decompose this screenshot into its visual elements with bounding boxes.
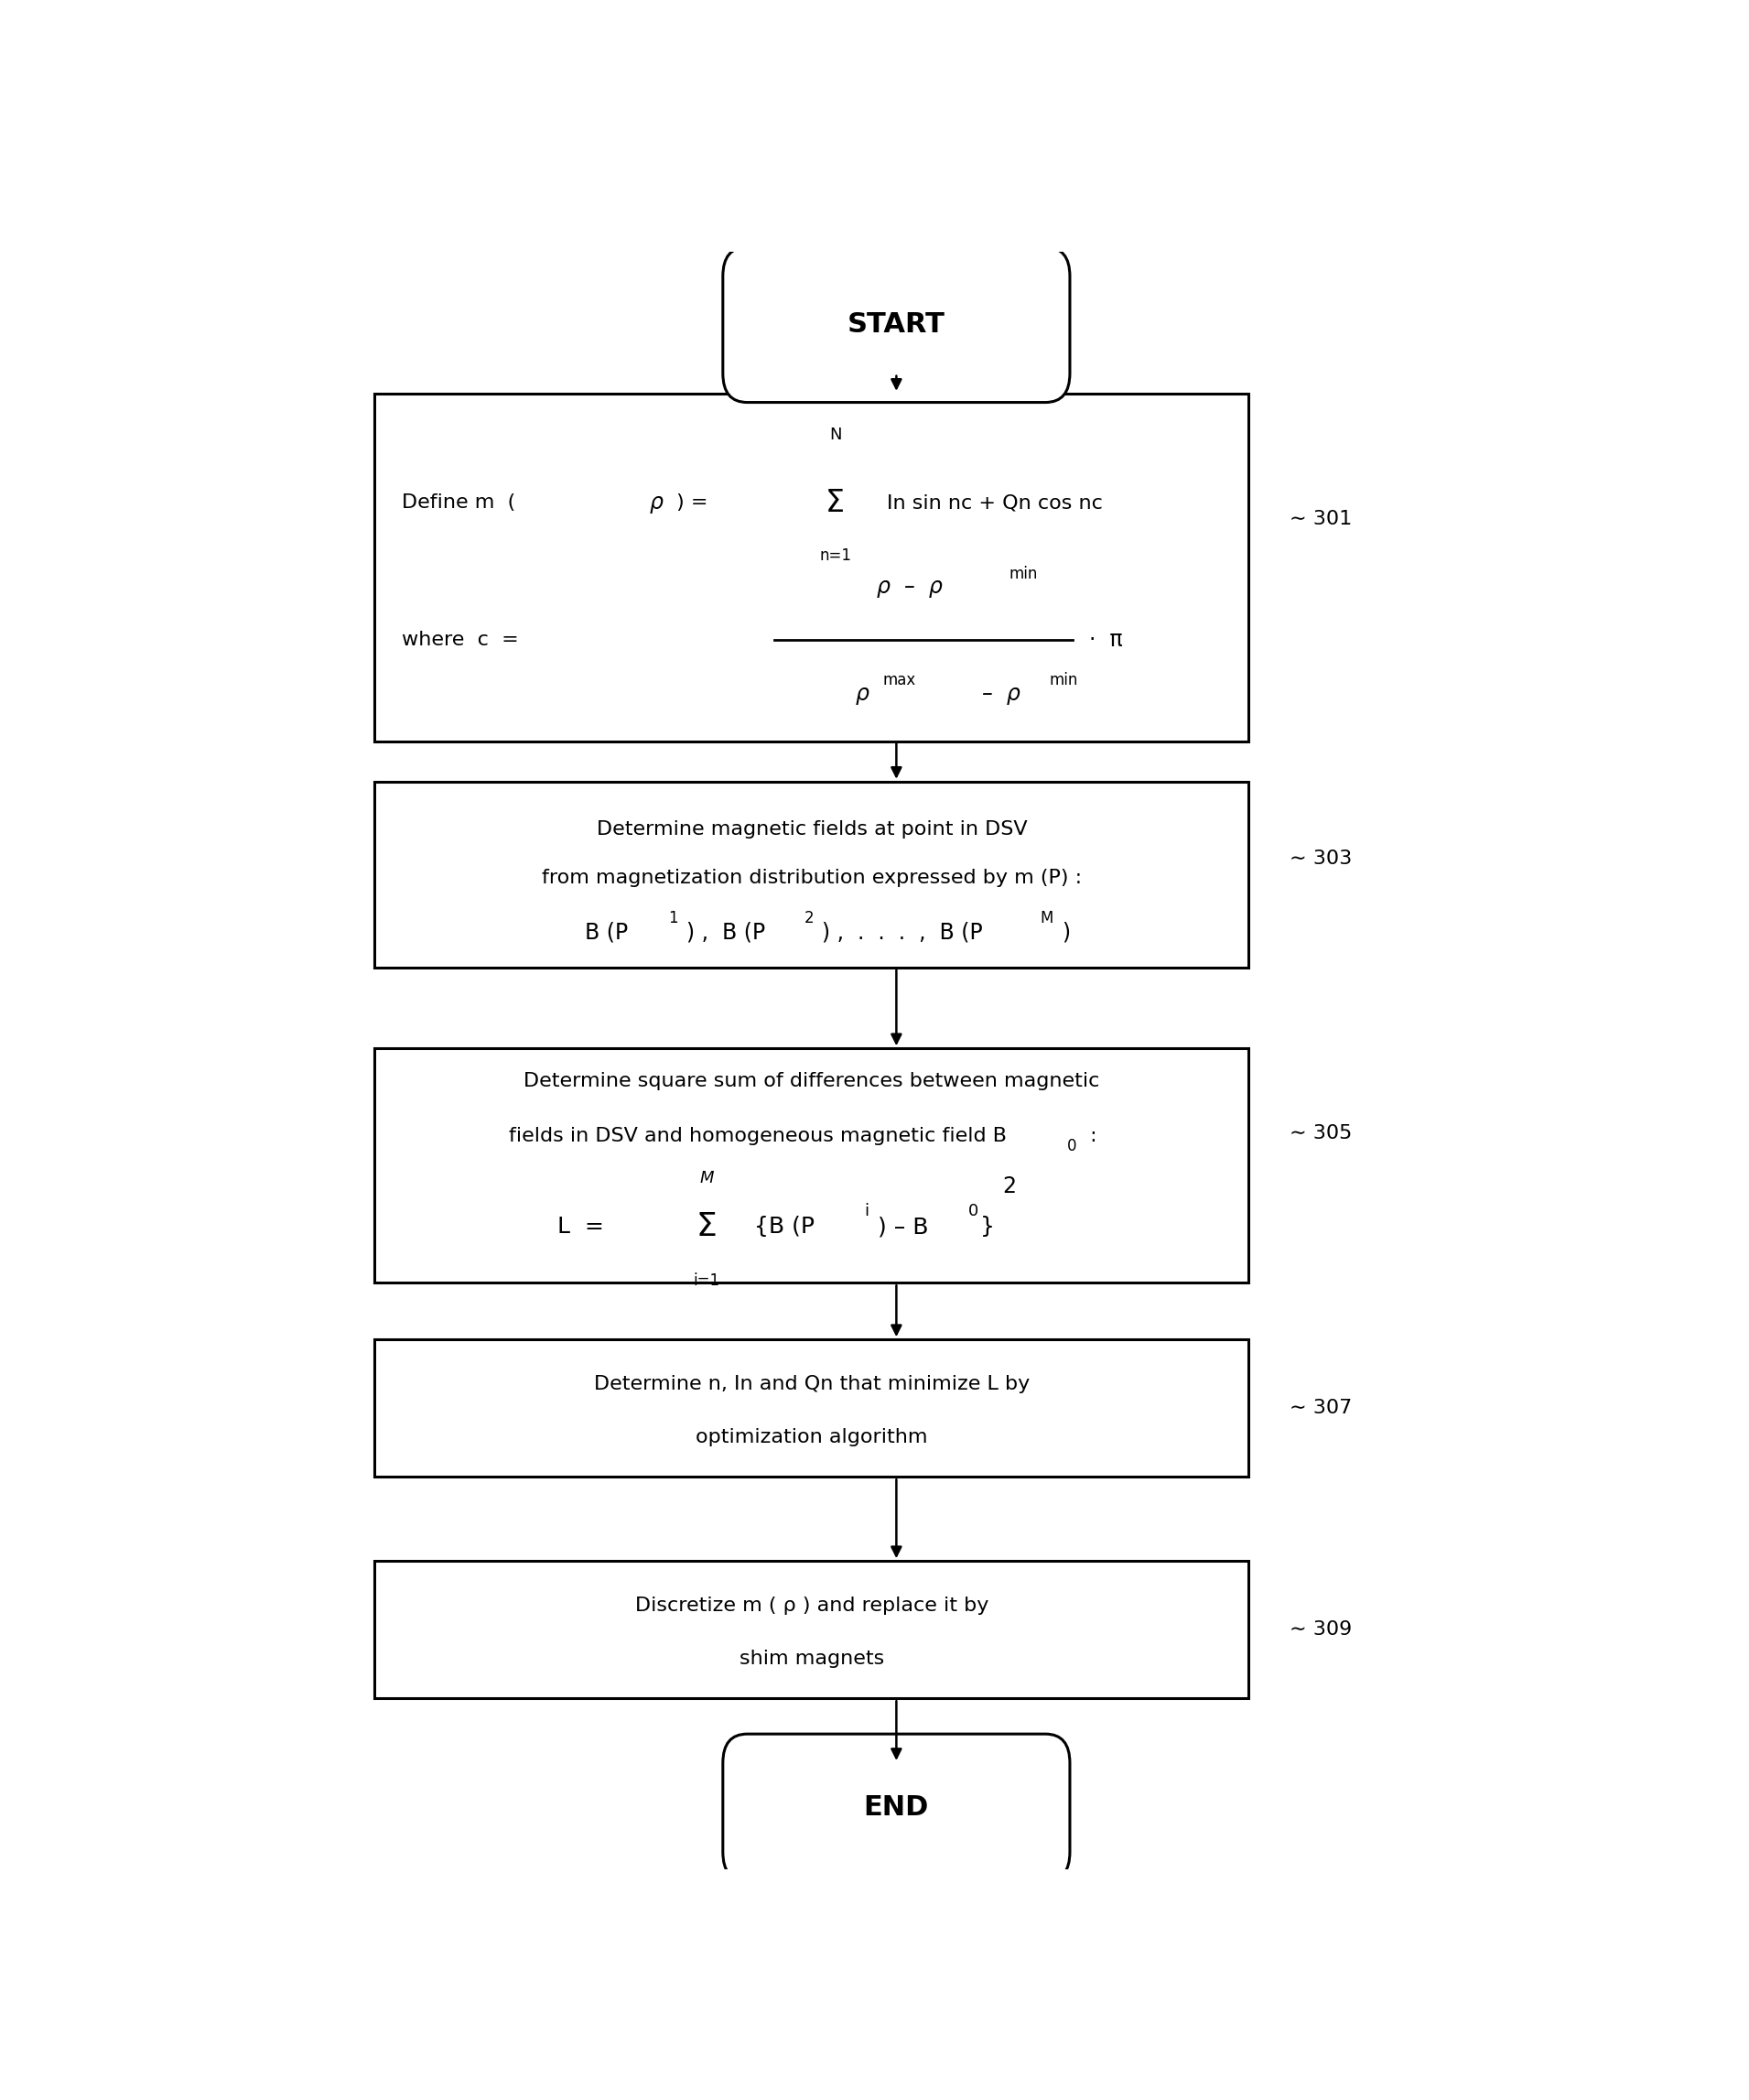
Text: L  =: L =	[558, 1216, 603, 1239]
Text: Discretize m ( ρ ) and replace it by: Discretize m ( ρ ) and replace it by	[635, 1596, 988, 1615]
Text: shim magnets: shim magnets	[740, 1651, 883, 1667]
Text: 2: 2	[1002, 1176, 1016, 1197]
Text: ) ,  B (P: ) , B (P	[686, 922, 764, 943]
Bar	[374, 393, 1249, 741]
Text: END: END	[864, 1793, 929, 1821]
Text: ρ: ρ	[649, 491, 663, 514]
Text: N: N	[829, 426, 841, 443]
Text: }: }	[981, 1216, 995, 1239]
Bar	[374, 1560, 1249, 1699]
Text: ) ,  .  .  .  ,  B (P: ) , . . . , B (P	[822, 922, 983, 943]
FancyBboxPatch shape	[722, 1735, 1070, 1882]
Text: min: min	[1009, 565, 1037, 582]
Text: ρ: ρ	[855, 683, 869, 704]
Text: where  c  =: where c =	[402, 630, 518, 649]
Text: Σ: Σ	[826, 487, 845, 519]
Bar	[374, 781, 1249, 968]
Text: ∼ 305: ∼ 305	[1289, 1124, 1352, 1142]
Text: B (P: B (P	[584, 922, 628, 943]
Text: ρ  –  ρ: ρ – ρ	[876, 575, 943, 598]
Text: :: :	[1083, 1128, 1097, 1147]
Text: min: min	[1049, 672, 1077, 689]
Text: ∼ 309: ∼ 309	[1289, 1621, 1352, 1638]
Text: optimization algorithm: optimization algorithm	[696, 1428, 927, 1447]
Text: fields in DSV and homogeneous magnetic field B: fields in DSV and homogeneous magnetic f…	[509, 1128, 1006, 1147]
Text: max: max	[883, 672, 916, 689]
Text: i: i	[864, 1203, 869, 1220]
Bar	[374, 1048, 1249, 1283]
Text: {B (P: {B (P	[754, 1216, 815, 1239]
Text: ) =: ) =	[670, 493, 708, 512]
Text: M: M	[1041, 909, 1053, 926]
Text: 2: 2	[805, 909, 813, 926]
Text: Define m  (: Define m (	[402, 493, 516, 512]
Text: 1: 1	[668, 909, 679, 926]
FancyBboxPatch shape	[722, 248, 1070, 403]
Text: 0: 0	[969, 1203, 978, 1220]
Text: ∼ 301: ∼ 301	[1289, 510, 1352, 527]
Text: START: START	[848, 311, 944, 338]
Text: 0: 0	[1067, 1138, 1077, 1155]
Text: ·  π: · π	[1090, 630, 1123, 651]
Text: Σ: Σ	[696, 1212, 717, 1243]
Bar	[374, 1340, 1249, 1476]
Text: –  ρ: – ρ	[969, 683, 1020, 704]
Text: M: M	[700, 1170, 714, 1186]
Text: ): )	[1062, 922, 1070, 943]
Text: Determine square sum of differences between magnetic: Determine square sum of differences betw…	[523, 1073, 1100, 1090]
Text: ∼ 303: ∼ 303	[1289, 848, 1352, 867]
Text: In sin nc + Qn cos nc: In sin nc + Qn cos nc	[887, 493, 1104, 512]
Text: Determine magnetic fields at point in DSV: Determine magnetic fields at point in DS…	[596, 821, 1027, 838]
Text: Determine n, In and Qn that minimize L by: Determine n, In and Qn that minimize L b…	[593, 1376, 1030, 1392]
Text: ∼ 307: ∼ 307	[1289, 1399, 1352, 1418]
Text: from magnetization distribution expressed by m (P) :: from magnetization distribution expresse…	[542, 869, 1081, 886]
Text: n=1: n=1	[819, 548, 852, 565]
Text: ) – B: ) – B	[878, 1216, 929, 1239]
Text: i=1: i=1	[693, 1273, 721, 1289]
